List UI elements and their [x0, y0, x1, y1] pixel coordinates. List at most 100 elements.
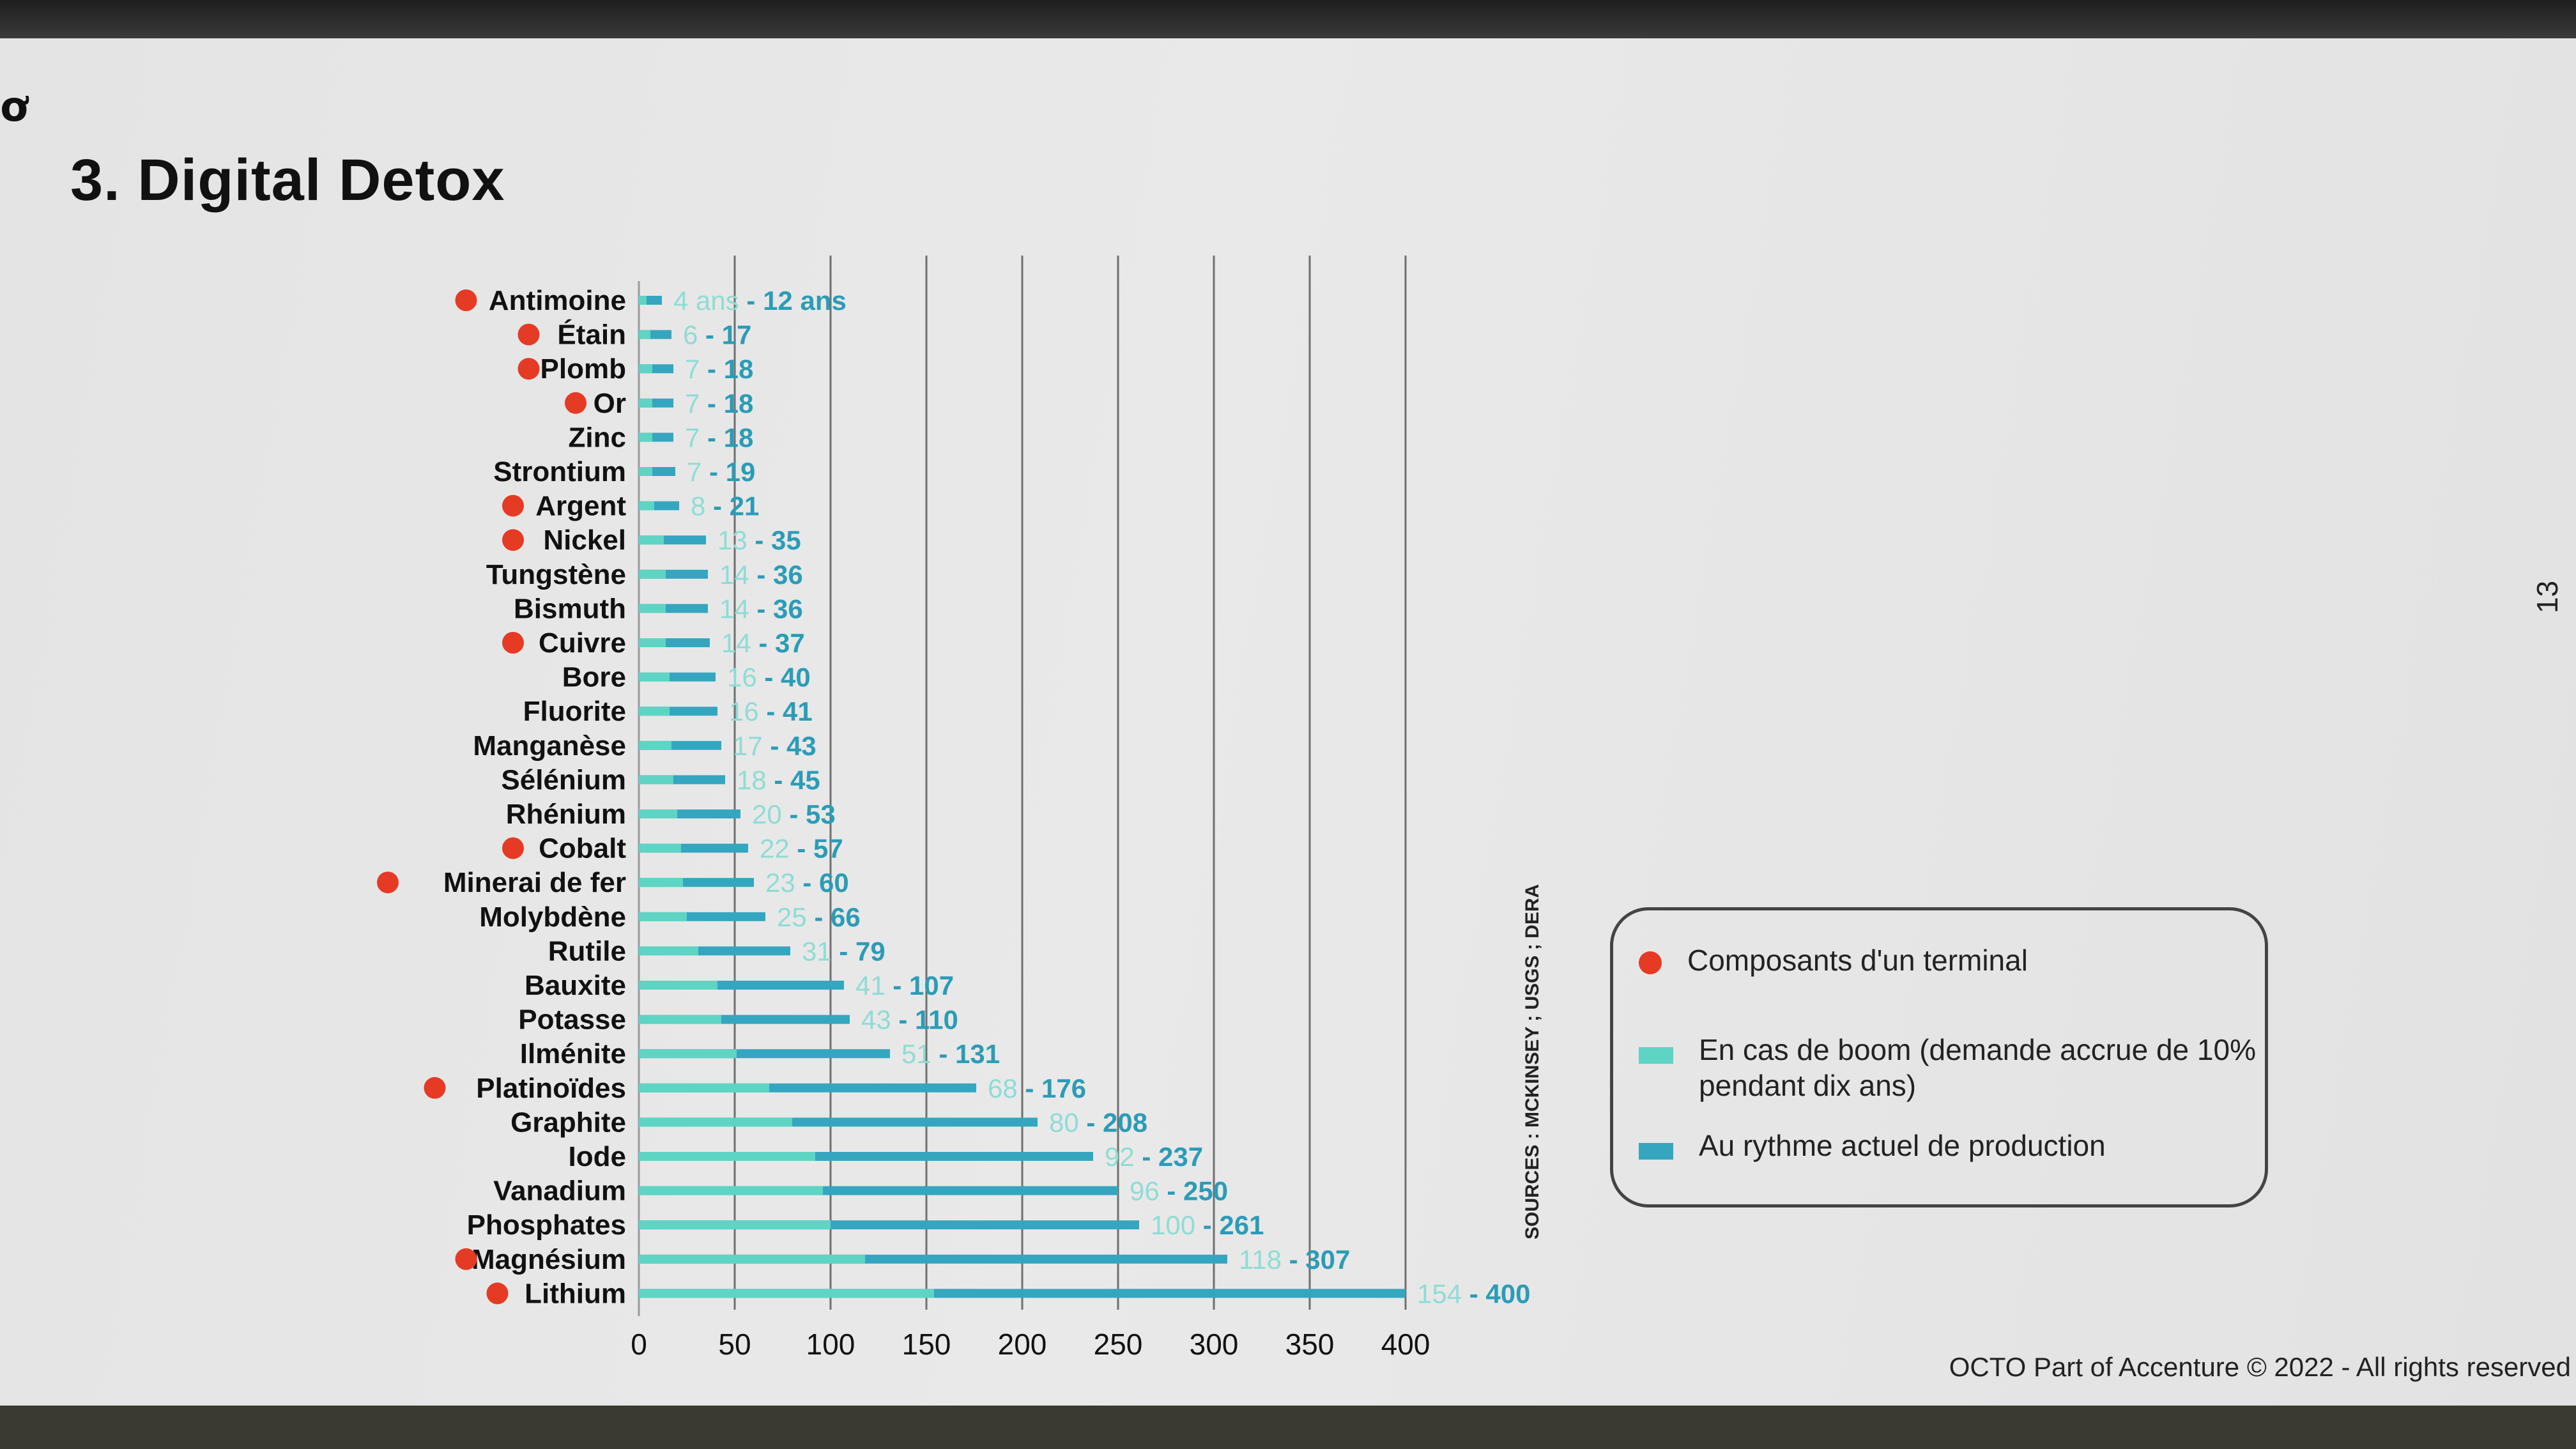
category-label: Strontium — [493, 456, 626, 487]
terminal-dot-icon — [518, 323, 540, 346]
bar-boom — [639, 1117, 792, 1127]
category-label: Plomb — [540, 353, 626, 385]
bar-boom — [639, 981, 717, 990]
x-tick-label: 350 — [1285, 1328, 1335, 1361]
legend: Composants d'un terminal En cas de boom … — [1610, 907, 2268, 1208]
value-label: 154 - 400 — [1417, 1278, 1530, 1308]
terminal-dot-icon — [518, 358, 540, 380]
value-label: 14 - 37 — [721, 628, 805, 658]
octo-logo-icon: ơ — [0, 84, 28, 131]
value-label: 51 - 131 — [901, 1039, 1000, 1069]
legend-label: Au rythme actuel de production — [1699, 1129, 2106, 1162]
x-tick-label: 150 — [902, 1328, 951, 1361]
category-label: Sélénium — [501, 764, 626, 795]
value-label: 100 - 261 — [1151, 1210, 1264, 1240]
category-label: Rutile — [548, 935, 626, 967]
category-label: Rhénium — [506, 799, 626, 830]
category-label: Tungstène — [486, 559, 626, 590]
bottom-frame — [0, 1406, 2576, 1449]
bar-boom — [639, 364, 652, 374]
category-label: Argent — [535, 491, 626, 522]
value-label: 7 - 18 — [685, 388, 753, 418]
x-tick-label: 100 — [806, 1328, 855, 1361]
category-label: Bore — [562, 662, 626, 693]
value-label: 16 - 41 — [729, 696, 813, 726]
category-label: Iode — [569, 1141, 626, 1172]
bar-boom — [639, 604, 666, 613]
category-label: Graphite — [510, 1107, 626, 1138]
category-label: Manganèse — [473, 730, 626, 762]
bar-boom — [639, 707, 670, 716]
category-label: Étain — [557, 319, 626, 351]
terminal-dot-icon — [565, 392, 586, 414]
category-label: Vanadium — [493, 1176, 626, 1207]
legend-label: Composants d'un terminal — [1687, 944, 2028, 977]
value-label: 92 - 237 — [1105, 1142, 1203, 1172]
bar-boom — [639, 1220, 831, 1230]
legend-label: En cas de boom (demande accrue de 10% pe… — [1699, 1033, 2256, 1102]
bar-boom — [639, 843, 681, 853]
bar-boom — [639, 946, 698, 956]
value-label: 8 - 21 — [691, 491, 759, 521]
value-label: 14 - 36 — [719, 594, 803, 624]
category-label: Fluorite — [523, 696, 626, 727]
page-number: 13 — [2531, 580, 2564, 613]
legend-item-terminal: Composants d'un terminal — [1639, 942, 2250, 978]
value-label: 18 - 45 — [737, 765, 820, 795]
category-label: Zinc — [569, 422, 626, 453]
bar-boom — [639, 296, 647, 305]
bar-boom — [639, 1186, 823, 1195]
terminal-dot-icon — [424, 1077, 446, 1099]
bar-boom — [639, 1083, 769, 1092]
bar-boom — [639, 1049, 737, 1059]
terminal-dot-icon — [502, 632, 524, 654]
category-label: Nickel — [543, 525, 626, 556]
terminal-dot-icon — [455, 289, 477, 311]
x-tick-label: 200 — [998, 1328, 1047, 1361]
bar-boom — [639, 775, 673, 785]
value-label: 4 ans - 12 ans — [673, 286, 847, 316]
legend-item-boom: En cas de boom (demande accrue de 10% pe… — [1639, 1032, 2261, 1103]
category-label: Molybdène — [479, 901, 626, 933]
category-label: Ilménite — [520, 1038, 626, 1070]
x-tick-label: 0 — [631, 1328, 647, 1361]
terminal-dot-icon — [377, 871, 399, 894]
category-label: Or — [594, 388, 626, 419]
bar-boom — [639, 433, 652, 442]
value-label: 22 - 57 — [760, 834, 843, 864]
legend-boom-swatch — [1639, 1047, 1673, 1064]
bar-boom — [639, 912, 687, 921]
value-label: 17 - 43 — [733, 731, 816, 761]
x-tick-label: 400 — [1381, 1328, 1430, 1361]
bar-boom — [639, 467, 652, 476]
legend-dot-icon — [1639, 951, 1662, 974]
category-label: Bauxite — [525, 970, 626, 1001]
category-label: Antimoine — [489, 285, 626, 316]
category-label: Bismuth — [514, 593, 626, 624]
legend-item-current: Au rythme actuel de production — [1639, 1128, 2261, 1163]
bar-boom — [639, 398, 652, 408]
bar-boom — [639, 1289, 934, 1298]
source-note: SOURCES : MCKINSEY ; USGS ; DERA — [1522, 884, 1543, 1239]
bar-boom — [639, 809, 677, 818]
category-label: Cuivre — [539, 627, 626, 659]
value-label: 25 - 66 — [777, 902, 861, 932]
category-label: Magnésium — [471, 1244, 626, 1275]
x-tick-label: 250 — [1094, 1328, 1143, 1361]
value-label: 43 - 110 — [861, 1005, 958, 1035]
x-tick-label: 50 — [718, 1328, 751, 1361]
bar-boom — [639, 330, 650, 339]
terminal-dot-icon — [486, 1282, 509, 1305]
value-label: 6 - 17 — [683, 320, 751, 350]
bar-boom — [639, 1015, 721, 1024]
slide-title: 3. Digital Detox — [70, 148, 505, 213]
bar-boom — [639, 569, 666, 579]
category-label: Platinoïdes — [476, 1073, 626, 1104]
bar-boom — [639, 1254, 865, 1264]
terminal-dot-icon — [502, 494, 524, 517]
legend-current-swatch — [1639, 1143, 1673, 1160]
value-label: 96 - 250 — [1130, 1176, 1228, 1206]
category-label: Minerai de fer — [443, 867, 626, 898]
bar-boom — [639, 878, 683, 887]
